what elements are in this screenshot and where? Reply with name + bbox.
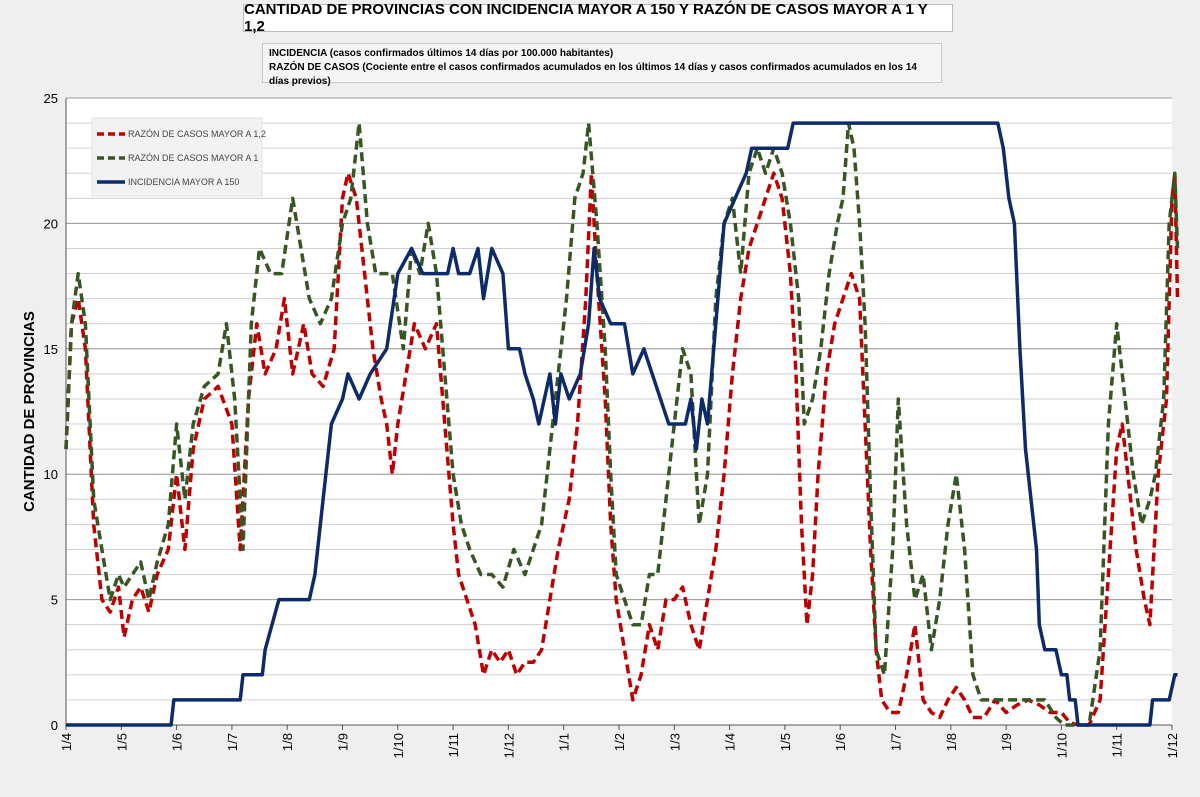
x-tick-label: 1/4 — [723, 733, 738, 751]
y-axis-label: CANTIDAD DE PROVINCIAS — [21, 311, 38, 512]
definitions-note: INCIDENCIA (casos confirmados últimos 14… — [262, 43, 942, 87]
y-tick-label: 15 — [44, 342, 58, 357]
x-tick-label: 1/5 — [778, 733, 793, 751]
series-line-raz-n-de-casos-mayor-a-1 — [64, 121, 1180, 727]
x-tick-label: 1/7 — [225, 733, 240, 751]
y-tick-label: 5 — [51, 593, 58, 608]
x-tick-label: 1/2 — [612, 733, 627, 751]
legend-label: RAZÓN DE CASOS MAYOR A 1,2 — [128, 129, 266, 139]
x-tick-label: 1/3 — [667, 733, 682, 751]
plot-area — [66, 98, 1172, 725]
x-tick-label: 1/9 — [999, 733, 1014, 751]
y-tick-label: 25 — [44, 91, 58, 106]
y-tick-label: 20 — [44, 216, 58, 231]
x-tick-label: 1/7 — [889, 733, 904, 751]
series-line-incidencia-mayor-a-150 — [66, 121, 1178, 727]
x-tick-label: 1/5 — [114, 733, 129, 751]
x-tick-label: 1/12 — [1165, 733, 1180, 758]
x-tick-label: 1/12 — [501, 733, 516, 758]
x-tick-label: 1/9 — [336, 733, 351, 751]
x-tick-label: 1/10 — [1054, 733, 1069, 758]
legend-label: INCIDENCIA MAYOR A 150 — [128, 177, 239, 187]
y-tick-label: 0 — [51, 718, 58, 733]
x-tick-label: 1/8 — [944, 733, 959, 751]
chart-title: CANTIDAD DE PROVINCIAS CON INCIDENCIA MA… — [243, 1, 953, 35]
x-tick-label: 1/8 — [280, 733, 295, 751]
x-tick-label: 1/11 — [446, 733, 461, 757]
x-tick-label: 1/10 — [391, 733, 406, 758]
y-tick-label: 10 — [44, 467, 58, 482]
x-tick-label: 1/6 — [833, 733, 848, 751]
note-incidencia: INCIDENCIA (casos confirmados últimos 14… — [269, 48, 614, 59]
x-tick-label: 1/11 — [1110, 733, 1125, 757]
x-tick-label: 1/1 — [557, 733, 572, 751]
legend-label: RAZÓN DE CASOS MAYOR A 1 — [128, 153, 258, 163]
x-tick-label: 1/6 — [170, 733, 185, 751]
series-line-raz-n-de-casos-mayor-a-1-2 — [64, 171, 1180, 727]
note-razon: RAZÓN DE CASOS (Cociente entre el casos … — [269, 62, 917, 87]
x-tick-label: 1/4 — [59, 733, 74, 751]
